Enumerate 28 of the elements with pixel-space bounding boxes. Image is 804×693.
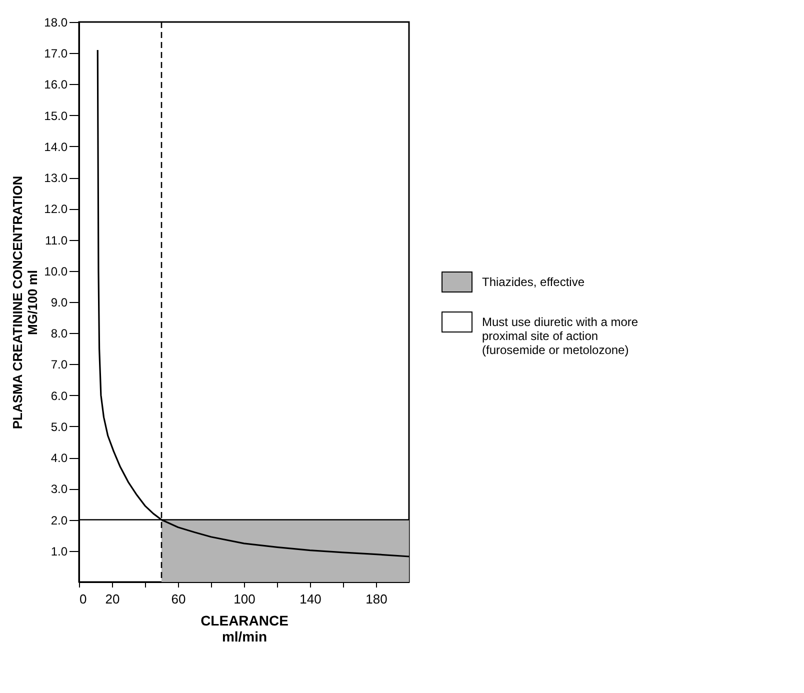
y-tick-label: 10.0 bbox=[44, 264, 68, 278]
y-tick-label: 9.0 bbox=[50, 296, 68, 310]
x-tick-label: 0 bbox=[80, 592, 87, 606]
y-tick-label: 14.0 bbox=[44, 140, 68, 154]
y-axis-title: PLASMA CREATININE CONCENTRATION MG/100 ml bbox=[10, 176, 40, 430]
x-axis-title: CLEARANCE ml/min bbox=[200, 612, 288, 644]
y-tick-label: 18.0 bbox=[44, 16, 68, 30]
y-tick-label: 17.0 bbox=[44, 46, 68, 61]
legend-label: Thiazides, effective bbox=[482, 275, 585, 289]
y-tick-label: 11.0 bbox=[45, 233, 68, 248]
y-tick-label: 7.0 bbox=[50, 358, 68, 372]
y-tick-label: 8.0 bbox=[50, 326, 68, 341]
y-tick-label: 15.0 bbox=[44, 108, 68, 123]
y-tick-label: 2.0 bbox=[50, 513, 68, 528]
legend-label: Must use diuretic with a more proximal site of action (furosemide or metolozone) bbox=[482, 315, 638, 357]
y-tick-label: 3.0 bbox=[50, 482, 68, 496]
y-tick-label: 5.0 bbox=[50, 420, 68, 434]
x-tick-label: 20 bbox=[105, 592, 120, 606]
y-tick-label: 4.0 bbox=[50, 451, 68, 466]
x-tick-label: 180 bbox=[366, 592, 388, 606]
y-tick-label: 13.0 bbox=[44, 171, 68, 186]
y-tick-label: 12.0 bbox=[44, 202, 68, 216]
x-tick-label: 140 bbox=[300, 592, 322, 606]
x-tick-label: 60 bbox=[171, 592, 186, 606]
y-tick-label: 1.0 bbox=[50, 544, 68, 558]
x-tick-label: 100 bbox=[234, 592, 256, 606]
y-tick-label: 16.0 bbox=[44, 78, 68, 92]
y-tick-label: 6.0 bbox=[50, 388, 68, 403]
